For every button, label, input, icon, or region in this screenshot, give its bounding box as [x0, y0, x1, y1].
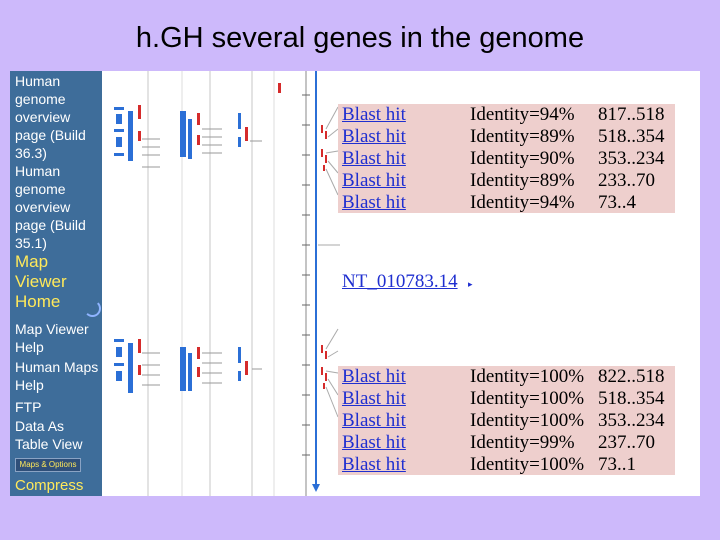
hit-range: 518..354 [598, 126, 665, 147]
blast-hit-link[interactable]: Blast hit [342, 170, 406, 191]
blast-hits-bottom: Blast hit Identity=100% 822..518 Blast h… [338, 366, 675, 475]
hit-identity: Identity=89% [470, 170, 575, 191]
blast-hit-link[interactable]: Blast hit [342, 126, 406, 147]
hit-range: 518..354 [598, 388, 665, 409]
blast-hits-top: Blast hit Identity=94% 817..518 Blast hi… [338, 104, 675, 213]
genome-overview-build-35-link[interactable]: Human genome overview page (Build 35.1) [15, 163, 86, 251]
blast-hit-link[interactable]: Blast hit [342, 410, 406, 431]
sidebar: Human genome overview page (Build 36.3) … [10, 71, 102, 496]
maps-options-button[interactable]: Maps & Options [15, 458, 81, 472]
map-viewer-help-link[interactable]: Map Viewer Help [15, 321, 89, 355]
contig-pointer-icon: ▸ [468, 279, 473, 289]
hit-identity: Identity=100% [470, 410, 585, 431]
hit-identity: Identity=100% [470, 454, 585, 475]
hit-range: 233..70 [598, 170, 655, 191]
gene-cluster-bottom[interactable] [114, 339, 262, 393]
loading-spinner-icon [84, 300, 101, 317]
hit-row: Blast hit Identity=94% 73..4 [338, 192, 675, 214]
hit-row: Blast hit Identity=99% 237..70 [338, 432, 675, 454]
hit-connectors [318, 106, 340, 418]
hit-row: Blast hit Identity=100% 822..518 [338, 366, 675, 388]
hit-range: 73..1 [598, 454, 636, 475]
blast-hit-link[interactable]: Blast hit [342, 192, 406, 213]
human-maps-help-link[interactable]: Human Maps Help [15, 359, 99, 393]
blast-hit-link[interactable]: Blast hit [342, 104, 406, 125]
map-viewer-home-link[interactable]: Map Viewer Home [15, 252, 67, 311]
blast-hit-link[interactable]: Blast hit [342, 388, 406, 409]
hit-identity: Identity=89% [470, 126, 575, 147]
hit-range: 73..4 [598, 192, 636, 213]
compress-link[interactable]: Compress [15, 477, 84, 494]
hit-row: Blast hit Identity=94% 817..518 [338, 104, 675, 126]
hit-identity: Identity=94% [470, 192, 575, 213]
genome-map-panel [114, 71, 340, 496]
hit-range: 353..234 [598, 148, 665, 169]
hit-range: 817..518 [598, 104, 665, 125]
genome-overview-build-36-link[interactable]: Human genome overview page (Build 36.3) [15, 73, 86, 161]
ftp-link[interactable]: FTP [15, 399, 42, 415]
hit-identity: Identity=100% [470, 366, 585, 387]
blast-hit-link[interactable]: Blast hit [342, 432, 406, 453]
slide-title: h.GH several genes in the genome [135, 22, 585, 54]
hit-identity: Identity=99% [470, 432, 575, 453]
gene-cluster-top[interactable] [114, 83, 281, 168]
hit-range: 822..518 [598, 366, 665, 387]
table-view-link[interactable]: Data As Table View [15, 418, 83, 452]
hit-row: Blast hit Identity=100% 353..234 [338, 410, 675, 432]
hit-range: 353..234 [598, 410, 665, 431]
blast-hit-link[interactable]: Blast hit [342, 366, 406, 387]
contig-link[interactable]: NT_010783.14 [342, 271, 458, 292]
hit-identity: Identity=100% [470, 388, 585, 409]
hit-row: Blast hit Identity=89% 233..70 [338, 170, 675, 192]
hit-row: Blast hit Identity=89% 518..354 [338, 126, 675, 148]
hit-row: Blast hit Identity=100% 73..1 [338, 454, 675, 476]
hit-row: Blast hit Identity=90% 353..234 [338, 148, 675, 170]
hit-identity: Identity=94% [470, 104, 575, 125]
hit-range: 237..70 [598, 432, 655, 453]
hit-identity: Identity=90% [470, 148, 575, 169]
hit-row: Blast hit Identity=100% 518..354 [338, 388, 675, 410]
scale-ruler [302, 71, 327, 496]
blast-hit-link[interactable]: Blast hit [342, 454, 406, 475]
map-viewer-screenshot: Human genome overview page (Build 36.3) … [10, 71, 700, 496]
blast-hit-link[interactable]: Blast hit [342, 148, 406, 169]
